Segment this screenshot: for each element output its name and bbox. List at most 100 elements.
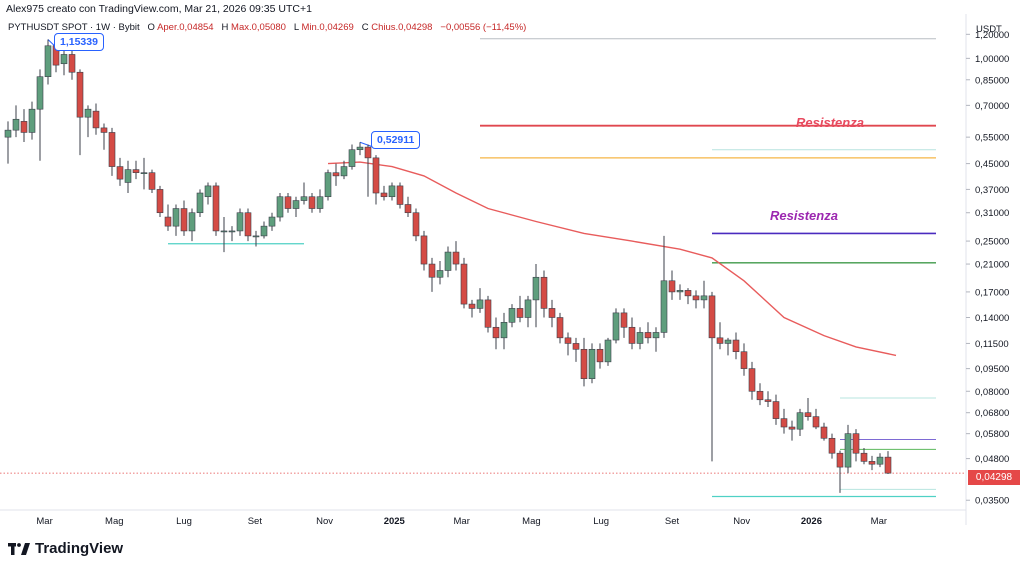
candle-body xyxy=(748,368,756,392)
candle-body xyxy=(388,185,396,198)
candle-body xyxy=(84,108,92,118)
x-tick-label: Set xyxy=(665,516,680,527)
candle-body xyxy=(516,308,524,318)
candle-body xyxy=(148,172,156,190)
close-value: Chius.0,04298 xyxy=(371,22,433,33)
candle-body xyxy=(788,426,796,430)
x-tick-label: 2026 xyxy=(801,516,822,527)
candle-body xyxy=(468,303,476,309)
candle-body xyxy=(484,299,492,328)
candle-body xyxy=(868,461,876,465)
candle-body xyxy=(28,108,36,133)
y-tick-label: 0,08000 xyxy=(975,387,1009,398)
candle-body xyxy=(508,308,516,323)
candle-body xyxy=(836,452,844,468)
y-tick-label: 1,20000 xyxy=(975,30,1009,41)
candle-body xyxy=(460,263,468,305)
y-tick-label: 0,85000 xyxy=(975,75,1009,86)
candle-body xyxy=(372,157,380,194)
candle-body xyxy=(140,172,148,174)
candle-body xyxy=(772,401,780,419)
candle-body xyxy=(284,196,292,209)
candle-body xyxy=(212,185,220,232)
candle-body xyxy=(76,71,84,118)
x-tick-label: Nov xyxy=(733,516,750,527)
candle-body xyxy=(292,200,300,209)
candle-body xyxy=(164,216,172,227)
candle-body xyxy=(68,54,76,73)
candle-body xyxy=(348,149,356,167)
candle-body xyxy=(852,433,860,454)
candle-body xyxy=(268,216,276,227)
candle-body xyxy=(436,270,444,278)
candle-body xyxy=(548,308,556,318)
candle-body xyxy=(380,192,388,198)
candle-body xyxy=(564,337,572,344)
candle-body xyxy=(36,76,44,110)
candle-body xyxy=(276,196,284,218)
candle-body xyxy=(804,412,812,417)
candle-body xyxy=(692,295,700,301)
candle-body xyxy=(180,208,188,232)
y-tick-label: 0,14000 xyxy=(975,313,1009,324)
high-value: Max.0,05080 xyxy=(231,22,286,33)
candle-body xyxy=(124,169,132,183)
x-tick-label: Lug xyxy=(593,516,609,527)
candle-body xyxy=(796,412,804,430)
candle-body xyxy=(676,290,684,293)
x-tick-label: Nov xyxy=(316,516,333,527)
candle-body xyxy=(628,326,636,344)
candle-body xyxy=(324,172,332,198)
candle-body xyxy=(612,312,620,341)
candle-body xyxy=(636,332,644,344)
candle-body xyxy=(780,418,788,428)
high-callout-1[interactable]: 1,15339 xyxy=(54,33,104,51)
candle-body xyxy=(732,339,740,353)
candle-body xyxy=(172,208,180,227)
candle-body xyxy=(300,196,308,201)
y-tick-label: 0,21000 xyxy=(975,260,1009,271)
y-tick-label: 0,03500 xyxy=(975,496,1009,507)
x-tick-label: 2025 xyxy=(384,516,406,527)
y-tick-label: 0,11500 xyxy=(975,339,1009,350)
brand[interactable]: TradingView xyxy=(8,540,123,557)
candle-body xyxy=(100,127,108,133)
y-tick-label: 0,37000 xyxy=(975,185,1009,196)
candle-body xyxy=(500,321,508,339)
candle-body xyxy=(204,185,212,198)
author-line: Alex975 creato con TradingView.com, Mar … xyxy=(6,3,312,15)
price-axis: 1,20000 1,00000 0,85000 0,70000 0,55000 0,450… xyxy=(966,30,1009,507)
candle-body xyxy=(132,169,140,173)
candle-body xyxy=(684,290,692,297)
x-tick-label: Mar xyxy=(36,516,52,527)
moving-average-line xyxy=(327,161,897,357)
resistance-label-2[interactable]: Resistenza xyxy=(770,208,838,223)
candle-body xyxy=(652,332,660,339)
candle-body xyxy=(660,280,668,333)
high-callout-2[interactable]: 0,52911 xyxy=(371,131,421,149)
change-value: −0,00556 (−11,45%) xyxy=(440,22,527,33)
candle-body xyxy=(44,45,52,78)
candle-body xyxy=(452,251,460,265)
y-tick-label: 0,04800 xyxy=(975,454,1009,465)
candle-body xyxy=(252,235,260,238)
candle-body xyxy=(364,146,372,159)
candle-body xyxy=(476,299,484,309)
candle-body xyxy=(644,332,652,339)
y-tick-label: 0,70000 xyxy=(975,101,1009,112)
time-axis: Mar Mag Lug Set Nov 2025 Mar Mag Lug Set Nov 2026 Ma… xyxy=(36,516,887,527)
candle-body xyxy=(756,390,764,401)
resistance-label-1[interactable]: Resistenza xyxy=(796,115,864,130)
candle-body xyxy=(428,263,436,278)
candle-body xyxy=(876,456,884,465)
candle-body xyxy=(524,299,532,318)
tradingview-logo-icon xyxy=(8,542,30,555)
x-tick-label: Mag xyxy=(105,516,123,527)
candle-body xyxy=(540,276,548,309)
candle-body xyxy=(700,295,708,301)
candle-body xyxy=(444,251,452,271)
symbol-name: PYTHUSDT SPOT · 1W · Bybit xyxy=(8,22,140,33)
candle-body xyxy=(820,426,828,439)
candle-body xyxy=(588,348,596,380)
